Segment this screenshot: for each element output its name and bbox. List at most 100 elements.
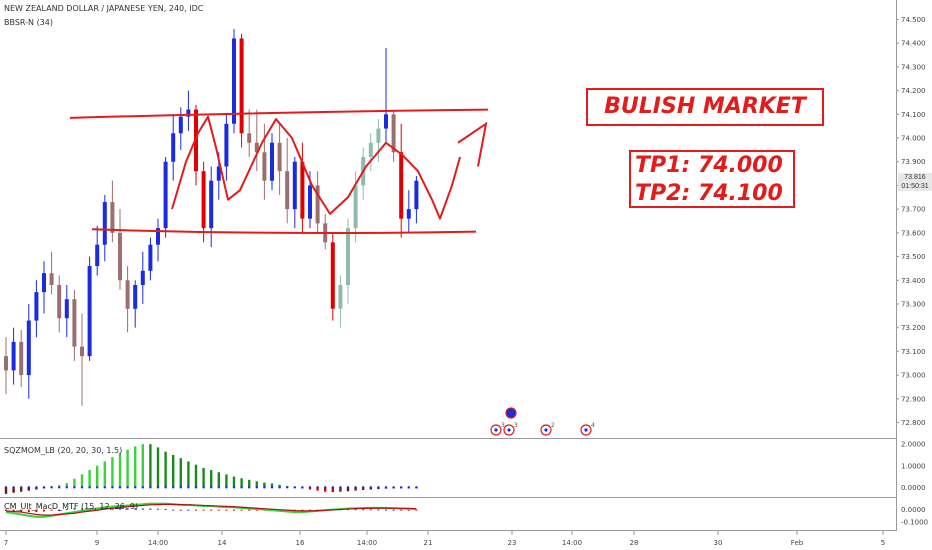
candle — [148, 237, 153, 281]
y-tick-label: 74.200 — [901, 87, 926, 95]
sqz-bar — [316, 487, 319, 491]
x-tick-label: 21 — [424, 539, 433, 547]
macd-histogram-bar — [119, 508, 121, 510]
macd-histogram-bar — [27, 509, 30, 513]
sqz-dot — [210, 486, 213, 489]
sqz-bar — [149, 444, 152, 488]
candle — [414, 175, 419, 224]
sqz-bar — [263, 482, 266, 488]
sqz-dot — [316, 486, 319, 489]
candle-body — [277, 142, 282, 172]
candle — [64, 285, 69, 338]
x-tick-label: 30 — [714, 539, 723, 547]
candle-body — [42, 273, 46, 293]
sqz-dot — [362, 486, 365, 489]
y-tick-label: 74.400 — [901, 40, 926, 48]
macd-histogram-bar — [12, 509, 15, 512]
sqz-dot — [50, 486, 53, 489]
event-marker: 2 — [540, 422, 555, 436]
macd-histogram-bar — [58, 509, 61, 511]
sqz-bar — [65, 483, 68, 488]
macd-histogram-bar — [377, 509, 380, 511]
candle — [95, 225, 100, 276]
x-tick-label: 14 — [218, 539, 227, 547]
macd-histogram-bar — [309, 509, 311, 511]
bulish-market-annotation: BULISH MARKET — [586, 88, 824, 126]
event-marker-count: 3 — [514, 422, 518, 429]
sqz-dot — [194, 486, 198, 489]
sqz-bar — [339, 487, 342, 492]
candle-body — [262, 152, 267, 181]
y-tick-label: 74.300 — [901, 63, 926, 71]
tp2-text: TP2: 74.100 — [635, 181, 783, 206]
candle-body — [118, 232, 122, 281]
macd-histogram-bar — [111, 508, 114, 510]
candle — [346, 218, 350, 304]
candle-body — [399, 152, 404, 219]
candle — [4, 337, 8, 395]
sqz-dot — [65, 486, 69, 489]
macd-histogram-bar — [225, 509, 228, 511]
macd-histogram-bar — [65, 509, 68, 511]
candle — [178, 107, 183, 150]
sqz-dot — [339, 486, 342, 489]
macd-histogram-bar — [195, 509, 197, 511]
event-marker-flag — [505, 407, 517, 419]
sqz-dot — [232, 486, 236, 489]
macd-histogram-bar — [233, 509, 235, 511]
candle — [110, 180, 115, 243]
candle — [72, 289, 77, 361]
candle — [292, 156, 297, 229]
event-marker-dot — [544, 428, 548, 432]
sqz-bar — [20, 487, 23, 492]
sqz-dot — [225, 486, 228, 489]
sqz-bar — [187, 461, 190, 488]
event-marker-count: 2 — [551, 422, 555, 429]
candle — [57, 275, 62, 333]
sqz-dot — [301, 486, 304, 489]
candle-body — [338, 285, 343, 309]
candle — [42, 261, 46, 314]
sqz-bar — [4, 487, 8, 494]
candle-body — [87, 266, 92, 357]
sqz-bar — [225, 474, 228, 488]
macd-histogram-bar — [126, 508, 129, 510]
macd-histogram-bar — [35, 509, 38, 513]
last-price-tag: 73.816 01:50:31 — [898, 173, 932, 191]
sqz-dot — [141, 486, 144, 489]
sqz-dot — [255, 486, 258, 489]
candle-body — [125, 280, 130, 309]
candle — [323, 213, 328, 250]
event-marker-dot — [584, 428, 588, 432]
sqz-bar — [73, 478, 76, 488]
sqz-dot — [240, 486, 243, 489]
x-tick-label: 14:00 — [562, 539, 582, 547]
macd-histogram-bar — [301, 509, 304, 511]
tp1-text: TP1: 74.000 — [635, 153, 783, 178]
x-tick-label: 16 — [296, 539, 305, 547]
event-marker: 3 — [490, 422, 505, 436]
macd-histogram-bar — [362, 509, 365, 511]
candle-body — [163, 161, 168, 229]
sqz-bar — [103, 461, 106, 488]
resistance-line — [69, 108, 489, 119]
candle-body — [300, 161, 305, 219]
macd-histogram-bar — [217, 509, 220, 511]
candle-body — [148, 244, 153, 271]
candle — [118, 209, 122, 290]
sqz-dot — [126, 486, 129, 489]
sqz-bar — [217, 472, 220, 488]
candle-body — [224, 123, 229, 167]
candle-body — [391, 114, 396, 153]
x-tick-label: 14:00 — [148, 539, 168, 547]
sqz-bar — [27, 487, 30, 491]
sqz-bar — [164, 451, 167, 488]
candle — [49, 251, 54, 295]
candle — [125, 266, 130, 333]
macd-histogram-bar — [73, 508, 76, 510]
sqz-dot — [20, 486, 23, 489]
candle — [11, 327, 16, 385]
candle-body — [140, 270, 145, 286]
candle-body — [64, 299, 69, 319]
